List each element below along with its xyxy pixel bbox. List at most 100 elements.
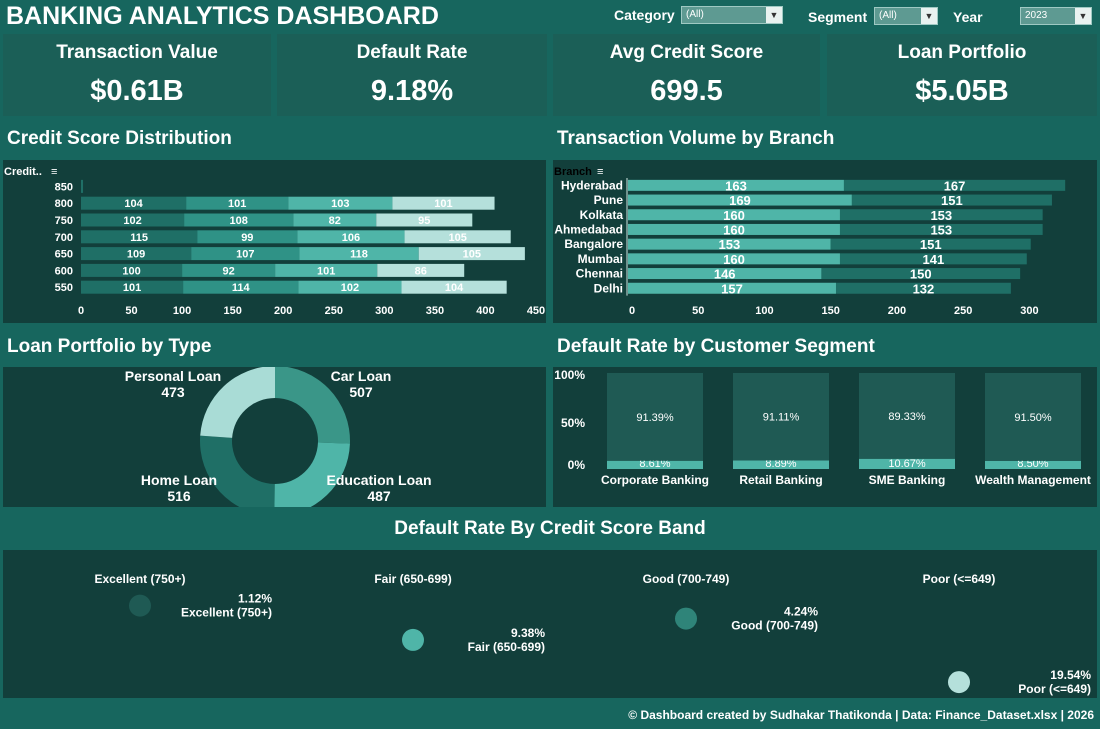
default-segment-title: Default Rate by Customer Segment: [557, 336, 875, 357]
bar-segment: [835, 282, 1011, 294]
default-band-chart-panel: Excellent (750+) Fair (650-699) Good (700-…: [3, 550, 1097, 698]
y-tick-label: 100%: [554, 368, 585, 382]
dashboard-title: BANKING ANALYTICS DASHBOARD: [6, 2, 439, 30]
bar-segment: [298, 280, 402, 294]
credit-score-title: Credit Score Distribution: [7, 128, 232, 149]
data-label: 8.50%: [1017, 458, 1048, 470]
chevron-down-icon[interactable]: ▼: [921, 8, 937, 24]
x-tick-label: 250: [325, 305, 343, 317]
kpi-loan-portfolio: Loan Portfolio $5.05B: [827, 34, 1097, 116]
bar-segment: [197, 230, 298, 244]
data-label: 8.89%: [765, 458, 796, 470]
data-label: 141: [923, 252, 945, 267]
category-label: Ahmedabad: [554, 222, 623, 236]
bar-segment: [607, 460, 703, 469]
bar-segment: [81, 263, 183, 277]
sort-icon: ≡: [51, 166, 57, 178]
data-label: 91.50%: [1014, 412, 1052, 424]
x-tick-label: 400: [476, 305, 494, 317]
data-label: 109: [127, 249, 145, 261]
bar-segment: [830, 238, 1031, 250]
segment-dropdown[interactable]: (All) ▼: [874, 7, 938, 25]
category-label: Kolkata: [580, 208, 624, 222]
branch-volume-chart-panel: Branch ≡ Hyderabad 163 167 Pune 169 151 Kolkata 1…: [553, 160, 1097, 323]
data-label: 8.61%: [639, 458, 670, 470]
point-value-label: 4.24%: [784, 605, 818, 619]
bar-segment: [376, 213, 473, 227]
bar-segment: [297, 230, 405, 244]
bar-segment: [628, 209, 840, 221]
x-tick-label: 50: [125, 305, 137, 317]
column-header: Excellent (750+): [94, 572, 185, 586]
category-label: Corporate Banking: [601, 473, 709, 487]
bar-segment: [392, 196, 495, 210]
bar-segment: [985, 373, 1081, 461]
x-tick-label: 100: [755, 305, 773, 317]
category-label: Mumbai: [578, 252, 623, 266]
y-tick-label: 0%: [568, 458, 586, 472]
slice-value: 507: [349, 384, 373, 400]
x-tick-label: 100: [173, 305, 191, 317]
branch-volume-chart: Branch ≡Hyderabad 163 167 Pune 169 151 Kolkata 1…: [554, 166, 1066, 317]
data-label: 10.67%: [888, 458, 926, 470]
slice-label: Car Loan: [331, 368, 392, 384]
category-label: Pune: [594, 193, 624, 207]
bar-segment: [81, 280, 184, 294]
x-tick-label: 200: [888, 305, 906, 317]
slice-label: Personal Loan: [125, 368, 221, 384]
point-value-label: 9.38%: [511, 626, 545, 640]
bar-segment: [81, 179, 84, 193]
scatter-point: [129, 594, 151, 617]
chevron-down-icon[interactable]: ▼: [1075, 8, 1091, 24]
kpi-label: Avg Credit Score: [609, 42, 764, 63]
year-filter-label: Year: [953, 9, 983, 25]
bar-segment: [418, 247, 525, 261]
data-label: 105: [463, 249, 481, 261]
data-label: 102: [341, 282, 359, 294]
bar-segment: [299, 247, 419, 261]
data-label: 103: [331, 198, 349, 210]
category-label: Delhi: [594, 281, 623, 295]
loan-portfolio-title: Loan Portfolio by Type: [7, 336, 212, 357]
x-tick-label: 350: [426, 305, 444, 317]
data-label: 160: [723, 208, 745, 223]
data-label: 163: [725, 178, 747, 193]
bar-segment: [733, 373, 829, 461]
category-label: Wealth Management: [975, 473, 1091, 487]
x-tick-label: 450: [527, 305, 545, 317]
column-header: Fair (650-699): [374, 572, 451, 586]
data-label: 150: [910, 267, 932, 282]
data-label: 153: [930, 208, 952, 223]
data-label: 146: [714, 267, 736, 282]
slice-value: 516: [167, 488, 191, 504]
category-filter-label: Category: [614, 7, 675, 23]
data-label: 114: [232, 282, 251, 294]
bar-segment: [607, 373, 703, 461]
category-dropdown[interactable]: (All) ▼: [681, 6, 783, 24]
column-header: Good (700-749): [643, 572, 730, 586]
bar-segment: [182, 263, 276, 277]
year-dropdown-value: 2023: [1025, 10, 1048, 21]
kpi-label: Transaction Value: [56, 42, 218, 63]
data-label: 115: [130, 232, 148, 244]
credit-score-chart: Credit.. ≡ 850 800 104 101 103 101 750 102 108 82 95…: [4, 166, 545, 317]
bar-segment: [733, 460, 829, 469]
point-band-label: Fair (650-699): [468, 640, 545, 654]
bar-segment: [401, 280, 507, 294]
data-label: 151: [941, 193, 963, 208]
y-tick-label: 50%: [561, 416, 585, 430]
year-dropdown[interactable]: 2023 ▼: [1020, 7, 1092, 25]
point-value-label: 19.54%: [1050, 668, 1091, 682]
y-axis-label: Branch: [554, 166, 592, 178]
data-label: 104: [124, 198, 143, 210]
scatter-point: [675, 607, 697, 630]
data-label: 167: [944, 178, 966, 193]
x-tick-label: 0: [78, 305, 84, 317]
slice-value: 473: [161, 384, 185, 400]
loan-portfolio-chart-panel: Car Loan 507 Education Loan 487 Home Loan 516…: [3, 366, 546, 516]
data-label: 91.11%: [763, 412, 800, 424]
category-label: 700: [55, 232, 73, 244]
category-label: 550: [55, 282, 73, 294]
data-label: 101: [317, 265, 335, 277]
chevron-down-icon[interactable]: ▼: [766, 7, 782, 23]
